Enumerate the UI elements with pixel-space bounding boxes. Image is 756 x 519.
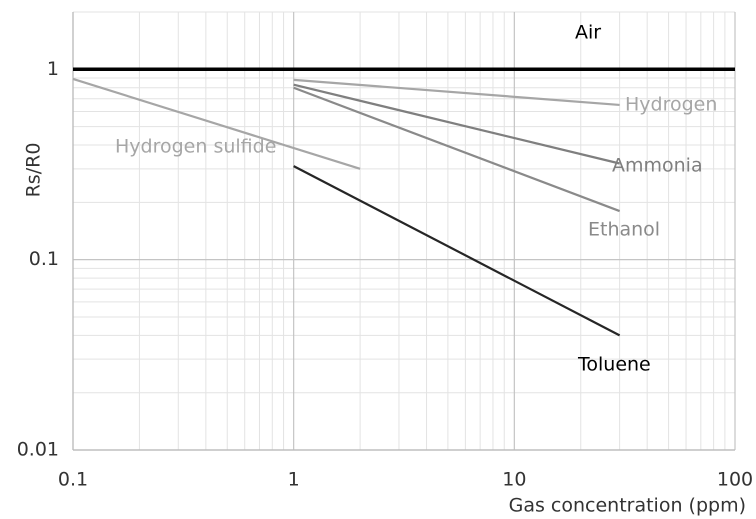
x-tick-label: 0.1: [58, 469, 88, 491]
x-tick-label: 10: [502, 469, 526, 491]
series-label: Air: [575, 22, 601, 44]
series-line: [72, 77, 361, 170]
y-tick-label: 0.1: [29, 248, 59, 270]
series-label: Ammonia: [612, 155, 703, 177]
series-line: [293, 83, 620, 165]
series-line: [293, 78, 620, 107]
series-label: Hydrogen sulfide: [115, 136, 276, 158]
series-line: [293, 86, 621, 213]
series-label: Ethanol: [588, 219, 660, 241]
series-line: [293, 165, 621, 337]
series-label: Hydrogen: [625, 94, 717, 116]
y-tick-label: 1: [47, 58, 59, 80]
y-tick-label: 0.01: [17, 439, 59, 461]
series-label: Toluene: [577, 354, 651, 376]
x-axis-label: Gas concentration (ppm): [509, 495, 746, 517]
x-tick-label: 100: [717, 469, 753, 491]
x-tick-label: 1: [288, 469, 300, 491]
y-axis-label: Rs/R0: [23, 143, 45, 198]
